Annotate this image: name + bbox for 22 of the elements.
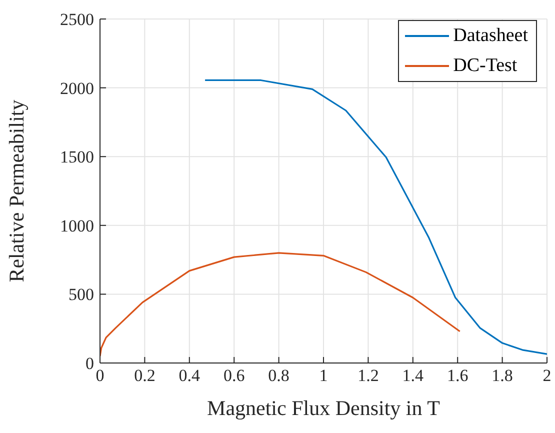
y-tick-label: 2500 [60, 10, 94, 30]
y-tick-label: 500 [68, 285, 94, 304]
y-axis-title: Relative Permeability [4, 99, 28, 282]
x-tick-label: 0.2 [134, 366, 156, 386]
y-tick-label: 2000 [60, 78, 94, 98]
line-series [100, 252, 461, 357]
y-tick-label: 1000 [60, 216, 94, 236]
x-tick-label: 0.6 [223, 366, 245, 386]
x-axis-title: Magnetic Flux Density in T [207, 396, 440, 420]
x-tick-label: 2 [542, 366, 552, 386]
legend-label: Datasheet [453, 25, 528, 47]
legend-label: DC-Test [453, 55, 518, 77]
x-tick-label: 1.4 [402, 366, 424, 386]
y-tick-label: 1500 [60, 148, 94, 167]
x-tick-label: 1.2 [358, 366, 379, 386]
x-tick-label: 1.6 [446, 366, 468, 386]
x-tick-label: 1.8 [492, 366, 513, 386]
x-tick-label: 0.8 [268, 366, 290, 386]
x-tick-label: 0.4 [178, 366, 201, 386]
line-series [204, 79, 547, 355]
y-tick-label: 0 [86, 354, 94, 374]
x-tick-label: 1 [319, 366, 328, 386]
